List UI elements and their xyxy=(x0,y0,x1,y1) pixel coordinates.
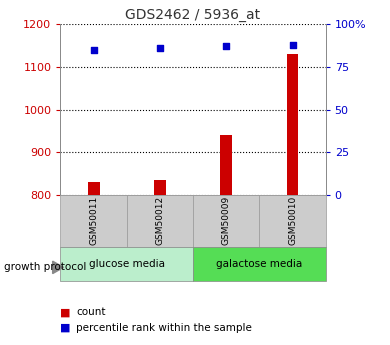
FancyBboxPatch shape xyxy=(259,195,326,247)
Bar xyxy=(88,182,99,195)
Text: GSM50012: GSM50012 xyxy=(155,196,165,245)
Text: ■: ■ xyxy=(60,323,71,333)
Point xyxy=(157,45,163,51)
Text: GSM50009: GSM50009 xyxy=(222,196,231,245)
Text: growth protocol: growth protocol xyxy=(4,263,86,272)
Polygon shape xyxy=(53,261,64,274)
Text: glucose media: glucose media xyxy=(89,259,165,269)
Text: galactose media: galactose media xyxy=(216,259,303,269)
Point xyxy=(90,47,97,52)
Text: percentile rank within the sample: percentile rank within the sample xyxy=(76,323,252,333)
FancyBboxPatch shape xyxy=(193,247,326,281)
Point xyxy=(289,42,296,47)
Point xyxy=(223,43,229,49)
FancyBboxPatch shape xyxy=(193,195,259,247)
FancyBboxPatch shape xyxy=(60,195,127,247)
Text: GSM50011: GSM50011 xyxy=(89,196,98,245)
Bar xyxy=(154,180,166,195)
Text: ■: ■ xyxy=(60,307,71,317)
FancyBboxPatch shape xyxy=(60,247,193,281)
Bar xyxy=(220,135,232,195)
Bar xyxy=(287,54,298,195)
Title: GDS2462 / 5936_at: GDS2462 / 5936_at xyxy=(126,8,261,22)
FancyBboxPatch shape xyxy=(127,195,193,247)
Text: GSM50010: GSM50010 xyxy=(288,196,297,245)
Text: count: count xyxy=(76,307,106,317)
